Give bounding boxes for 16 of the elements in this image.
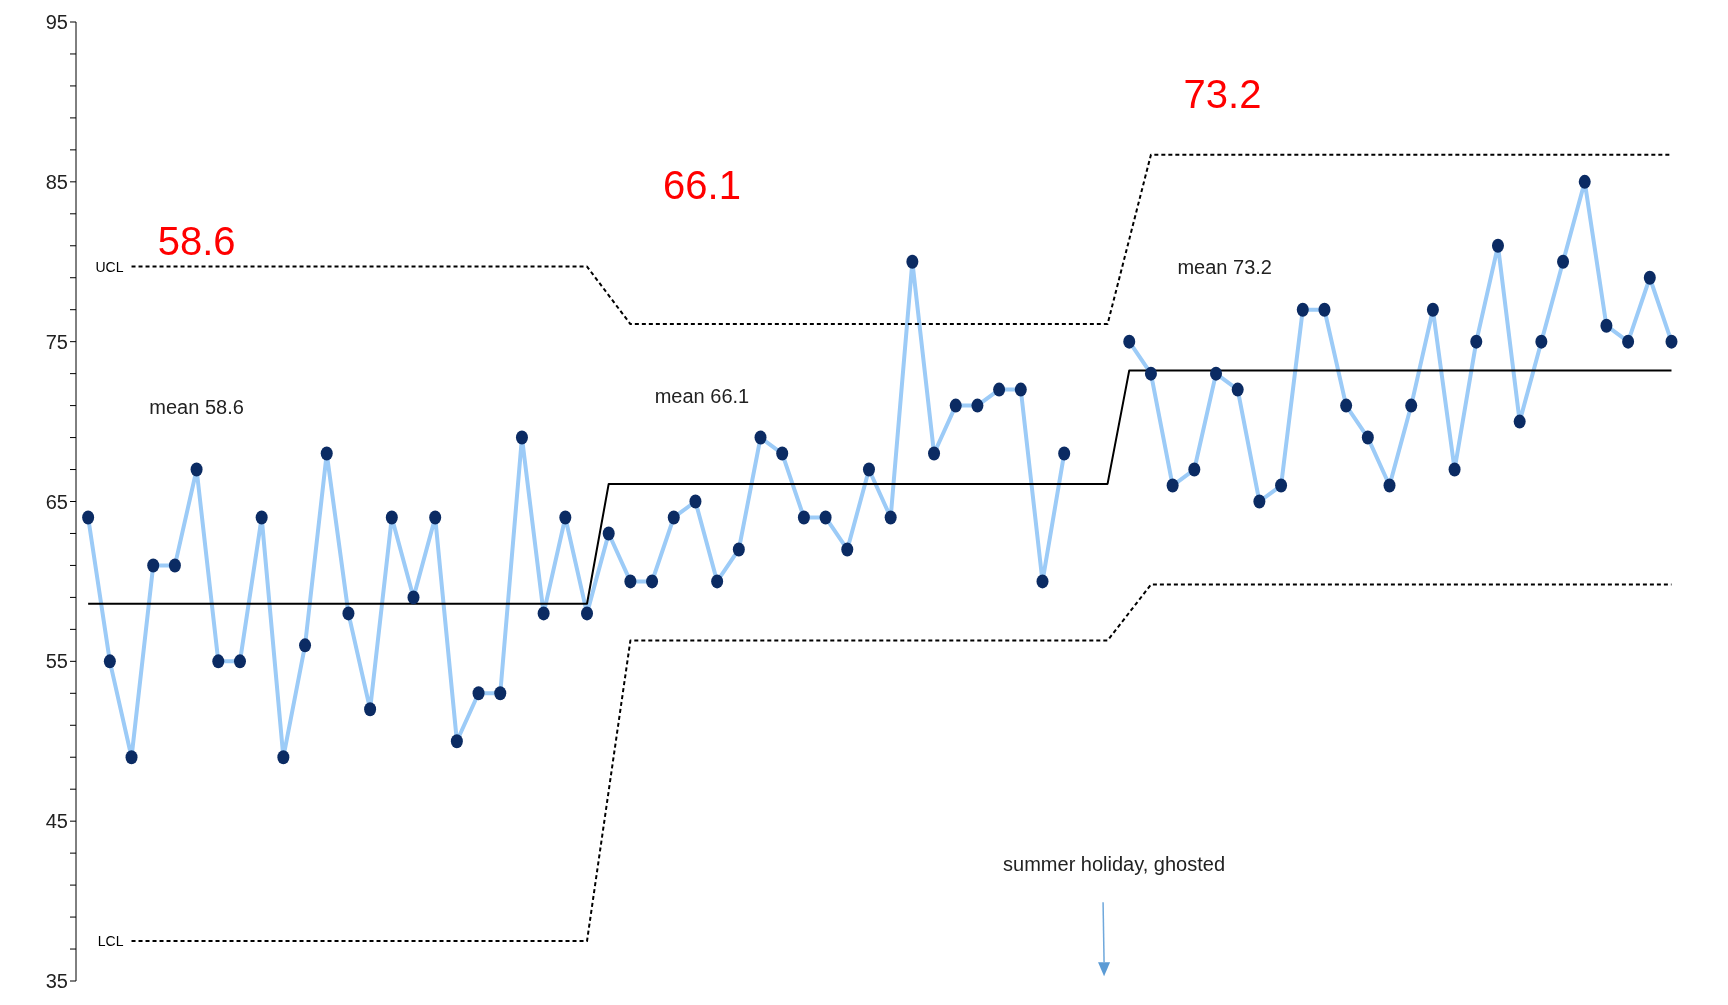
series-label: LCL (97, 933, 124, 950)
y-tick-label: 45 (45, 810, 68, 833)
y-tick-label: 65 (45, 490, 68, 513)
y-tick-label: 35 (45, 970, 68, 993)
series-label: UCL (95, 258, 124, 275)
y-tick-label: 55 (45, 650, 68, 673)
annotation: mean 73.2 (1177, 255, 1272, 278)
annotation: 66.1 (663, 163, 741, 208)
annotation: mean 58.6 (149, 396, 244, 419)
annotation: summer holiday, ghosted (1003, 853, 1226, 876)
y-tick-label: 95 (45, 11, 68, 34)
annotation: 58.6 (157, 218, 236, 263)
y-tick-label: 75 (45, 330, 68, 353)
annotation: 73.2 (1183, 71, 1262, 116)
y-tick-label: 85 (45, 170, 68, 193)
annotation: mean 66.1 (654, 385, 750, 408)
